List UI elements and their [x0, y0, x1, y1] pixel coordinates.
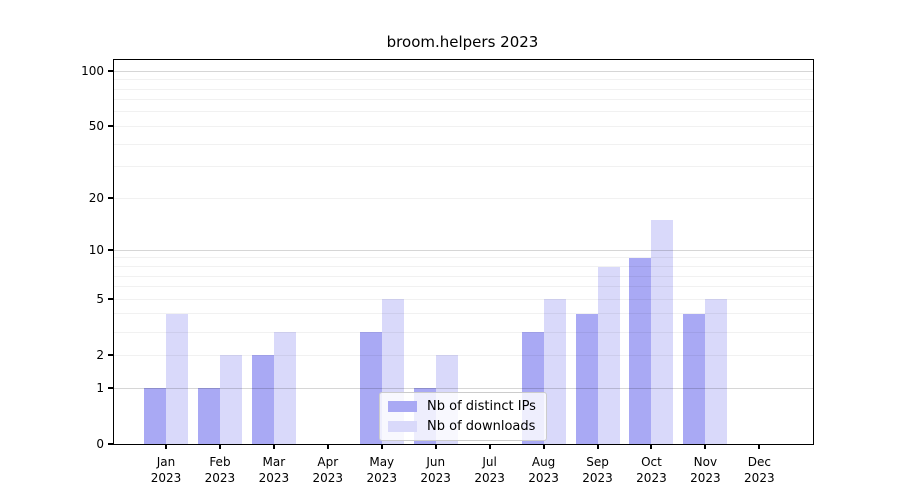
y-tick-mark-0 — [108, 443, 113, 445]
gridline-minor-y70 — [114, 99, 813, 101]
bar-nb-of-downloads-jan — [166, 313, 188, 444]
legend-swatch-icon — [388, 421, 417, 432]
legend: Nb of distinct IPs Nb of downloads — [379, 392, 547, 441]
x-tick-label-aug: Aug 2023 — [528, 455, 559, 485]
y-tick-label-100: 100 — [81, 64, 104, 79]
y-tick-mark-1 — [108, 387, 113, 389]
y-tick-label-20: 20 — [88, 191, 104, 206]
gridline-minor-y30 — [114, 166, 813, 168]
x-tick-mark-aug — [542, 444, 545, 449]
bar-nb-of-distinct-ips-oct — [629, 257, 652, 444]
x-tick-label-sep: Sep 2023 — [582, 455, 613, 485]
x-tick-label-dec: Dec 2023 — [744, 455, 775, 485]
x-tick-label-jun: Jun 2023 — [420, 455, 451, 485]
bar-nb-of-distinct-ips-may — [359, 332, 382, 444]
gridline-major-y10 — [114, 249, 813, 251]
bar-nb-of-distinct-ips-sep — [575, 313, 598, 444]
legend-row-nb-of-distinct-ips: Nb of distinct IPs — [388, 399, 536, 414]
x-tick-label-may: May 2023 — [366, 455, 398, 485]
y-tick-label-10: 10 — [88, 243, 104, 258]
x-tick-mark-oct — [650, 444, 653, 449]
gridline-minor-y6 — [114, 286, 813, 288]
x-tick-label-oct: Oct 2023 — [636, 455, 667, 485]
y-tick-mark-2 — [108, 354, 113, 357]
x-tick-mark-jun — [434, 444, 437, 449]
x-tick-mark-jul — [488, 444, 491, 449]
x-tick-label-jul: Jul 2023 — [474, 455, 505, 485]
bar-nb-of-distinct-ips-jan — [144, 388, 166, 444]
y-tick-label-1: 1 — [96, 381, 104, 395]
bar-nb-of-distinct-ips-mar — [251, 355, 274, 444]
x-tick-mark-may — [380, 444, 383, 449]
gridline-minor-y8 — [114, 266, 813, 267]
x-tick-label-feb: Feb 2023 — [204, 455, 236, 485]
bar-nb-of-downloads-nov — [705, 299, 728, 444]
gridline-minor-y60 — [114, 111, 813, 113]
y-tick-label-5: 5 — [96, 292, 104, 307]
legend-label: Nb of distinct IPs — [427, 399, 536, 414]
bar-nb-of-downloads-mar — [273, 332, 296, 444]
y-tick-label-0: 0 — [96, 437, 104, 451]
x-tick-mark-apr — [326, 444, 329, 449]
gridline-minor-y90 — [114, 79, 813, 81]
bar-nb-of-distinct-ips-feb — [197, 388, 220, 444]
y-tick-mark-10 — [108, 249, 113, 252]
y-tick-label-2: 2 — [96, 348, 104, 363]
legend-label: Nb of downloads — [427, 419, 536, 434]
x-tick-mark-nov — [704, 444, 707, 449]
bar-nb-of-downloads-sep — [597, 266, 620, 444]
y-tick-mark-5 — [108, 298, 113, 301]
legend-swatch-icon — [388, 401, 417, 412]
bar-nb-of-distinct-ips-nov — [683, 313, 706, 444]
x-tick-label-apr: Apr 2023 — [312, 455, 344, 485]
gridline-minor-y9 — [114, 257, 813, 259]
plot-area: 0 1 2 5 10 20 50 100 Jan 2023 Feb 2023 Mar 2023 Apr… — [81, 59, 814, 485]
x-tick-mark-sep — [596, 444, 599, 449]
y-tick-mark-100 — [108, 70, 113, 73]
x-tick-mark-jan — [165, 444, 167, 449]
legend-row-nb-of-downloads: Nb of downloads — [388, 419, 536, 434]
x-tick-mark-mar — [272, 444, 275, 449]
x-tick-mark-dec — [758, 444, 761, 449]
gridline-minor-y80 — [114, 88, 813, 90]
y-tick-mark-20 — [108, 197, 113, 200]
gridline-minor-y20 — [114, 197, 813, 199]
x-tick-label-nov: Nov 2023 — [690, 455, 721, 485]
x-tick-mark-feb — [218, 444, 221, 449]
bar-nb-of-downloads-feb — [219, 355, 242, 444]
y-tick-label-50: 50 — [88, 119, 104, 134]
gridline-major-y100 — [114, 70, 813, 72]
x-tick-label-jan: Jan 2023 — [150, 455, 182, 485]
bar-nb-of-downloads-oct — [651, 220, 674, 444]
bar-nb-of-downloads-aug — [543, 299, 566, 444]
gridline-minor-y40 — [114, 143, 813, 145]
gridline-minor-y50 — [114, 125, 813, 127]
gridline-minor-y7 — [114, 275, 813, 277]
x-tick-label-mar: Mar 2023 — [258, 455, 290, 485]
y-tick-mark-50 — [108, 125, 113, 128]
chart-title: broom.helpers 2023 — [386, 33, 539, 51]
